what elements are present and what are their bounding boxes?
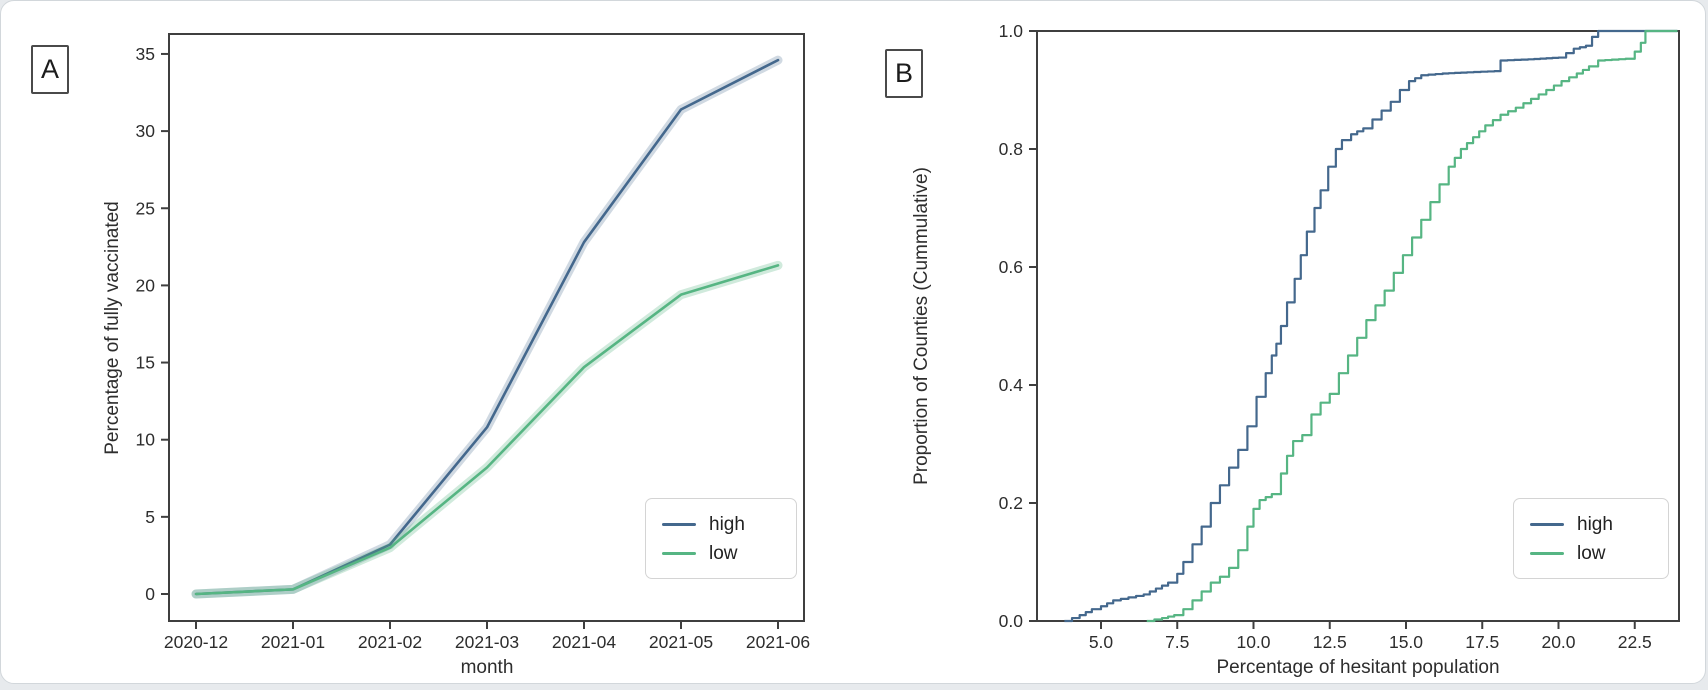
svg-text:35: 35 xyxy=(136,44,155,64)
svg-text:2021-02: 2021-02 xyxy=(358,632,422,652)
svg-text:20: 20 xyxy=(136,275,156,295)
low-line-swatch xyxy=(662,551,696,555)
svg-text:15.0: 15.0 xyxy=(1389,632,1423,652)
svg-text:0.6: 0.6 xyxy=(999,257,1023,277)
svg-text:5.0: 5.0 xyxy=(1089,632,1114,652)
legend-item-high: high xyxy=(1530,515,1652,534)
svg-text:0.4: 0.4 xyxy=(999,375,1024,395)
svg-text:2020-12: 2020-12 xyxy=(164,632,228,652)
svg-text:0.8: 0.8 xyxy=(999,139,1023,159)
svg-text:1.0: 1.0 xyxy=(999,21,1024,41)
svg-text:17.5: 17.5 xyxy=(1465,632,1499,652)
svg-text:5: 5 xyxy=(145,507,155,527)
legend-label-high: high xyxy=(1577,513,1613,535)
legend-item-low: low xyxy=(1530,544,1652,563)
high-line-swatch xyxy=(662,522,696,526)
svg-text:2021-03: 2021-03 xyxy=(455,632,519,652)
panel-a-y-axis-label: Percentage of fully vaccinated xyxy=(102,201,123,455)
svg-text:7.5: 7.5 xyxy=(1165,632,1189,652)
panel-a-legend: high low xyxy=(645,498,797,579)
svg-text:0: 0 xyxy=(145,584,155,604)
low-line-swatch xyxy=(1530,551,1564,555)
svg-text:30: 30 xyxy=(136,121,156,141)
svg-text:25: 25 xyxy=(136,198,155,218)
svg-text:2021-05: 2021-05 xyxy=(649,632,713,652)
panel-a-letter: A xyxy=(40,54,59,84)
svg-text:0.0: 0.0 xyxy=(999,611,1024,631)
svg-text:10.0: 10.0 xyxy=(1236,632,1270,652)
legend-item-low: low xyxy=(662,544,780,563)
svg-text:2021-04: 2021-04 xyxy=(552,632,616,652)
panel-b-legend: high low xyxy=(1513,498,1669,579)
panel-b-letter: B xyxy=(894,58,913,88)
svg-text:0.2: 0.2 xyxy=(999,493,1023,513)
panel-b-tag: B xyxy=(885,49,923,98)
legend-label-low: low xyxy=(1577,542,1606,564)
svg-text:15: 15 xyxy=(136,353,155,373)
panel-a-x-axis-label: month xyxy=(460,657,514,678)
svg-text:10: 10 xyxy=(136,430,156,450)
svg-text:22.5: 22.5 xyxy=(1618,632,1652,652)
svg-text:12.5: 12.5 xyxy=(1313,632,1347,652)
high-line-swatch xyxy=(1530,522,1564,526)
legend-label-low: low xyxy=(709,542,738,564)
svg-text:2021-01: 2021-01 xyxy=(261,632,325,652)
legend-label-high: high xyxy=(709,513,745,535)
svg-text:20.0: 20.0 xyxy=(1541,632,1575,652)
panel-a-tag: A xyxy=(31,45,69,94)
legend-item-high: high xyxy=(662,515,780,534)
svg-text:2021-06: 2021-06 xyxy=(746,632,810,652)
panel-b-y-axis-label: Proportion of Counties (Cummulative) xyxy=(911,167,932,485)
panel-b-x-axis-label: Percentage of hesitant population xyxy=(1216,657,1500,678)
